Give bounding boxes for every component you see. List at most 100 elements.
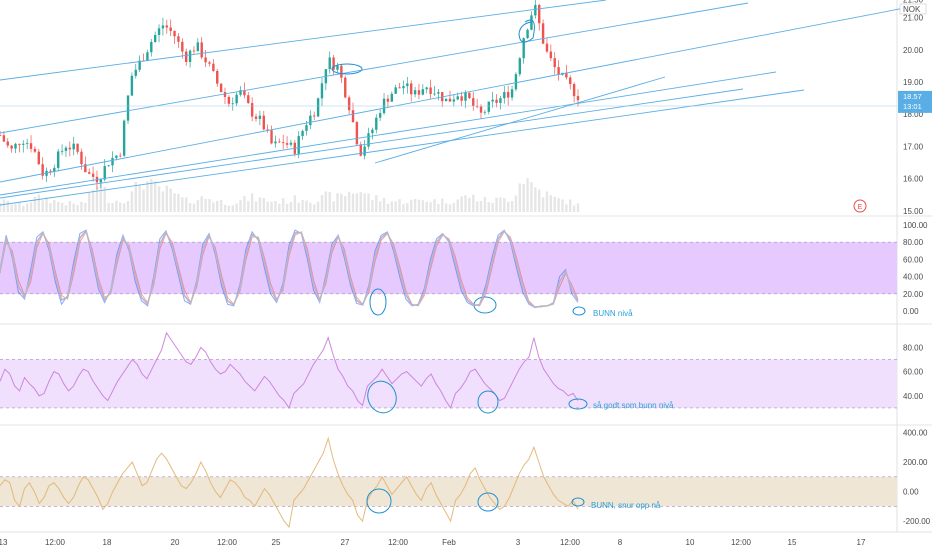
volume-bar xyxy=(270,201,273,212)
volume-bar xyxy=(29,202,33,212)
volume-bar xyxy=(227,205,231,212)
oscillator-2-pane[interactable] xyxy=(0,331,897,417)
volume-bar xyxy=(386,203,390,212)
last-price-label: 18.57 13:01 xyxy=(898,90,932,113)
candle-body xyxy=(506,92,510,98)
band-fill xyxy=(0,242,897,294)
candle-body xyxy=(417,90,421,95)
candle-body xyxy=(153,34,157,42)
candle-body xyxy=(53,167,56,172)
volume-bar xyxy=(243,196,246,212)
candle-body xyxy=(219,83,223,93)
pane-layer xyxy=(0,0,932,533)
candle-body xyxy=(390,93,393,102)
candle-body xyxy=(402,86,405,89)
candle-body xyxy=(181,41,184,52)
axis-tick-label: 20.00 xyxy=(903,290,924,299)
candle-body xyxy=(119,155,122,157)
volume-bar xyxy=(107,202,110,212)
candle-body xyxy=(18,143,21,145)
volume-bar xyxy=(499,197,502,212)
volume-bar xyxy=(417,199,421,212)
oscillator-1-pane[interactable] xyxy=(0,229,897,316)
axis-tick-label: 21.00 xyxy=(903,14,924,23)
candle-body xyxy=(460,96,463,101)
axis-tick-label: 16.00 xyxy=(903,175,924,184)
volume-bar xyxy=(161,191,165,212)
axis-tick-label: 80.00 xyxy=(903,238,924,247)
channel-line xyxy=(0,2,749,134)
volume-bar xyxy=(49,203,52,212)
candle-body xyxy=(6,141,9,146)
candle-body xyxy=(503,92,506,99)
volume-bar xyxy=(56,201,60,212)
volume-bar xyxy=(250,193,254,212)
volume-bar xyxy=(274,201,277,212)
axis-tick-label: 18.00 xyxy=(903,110,924,119)
candle-body xyxy=(122,120,126,156)
axis-tick-label: 100.00 xyxy=(903,221,928,230)
candle-body xyxy=(216,71,219,84)
earnings-marker[interactable]: E xyxy=(853,199,867,213)
candle-body xyxy=(344,77,347,98)
time-axis-label: 12:00 xyxy=(45,538,66,547)
volume-bar xyxy=(258,197,262,212)
candle-body xyxy=(510,89,514,98)
volume-bar xyxy=(565,204,568,212)
candle-body xyxy=(301,130,304,137)
channel-line xyxy=(0,89,805,206)
time-axis-label: Feb xyxy=(442,538,456,547)
candle-body xyxy=(281,142,285,144)
volume-bar xyxy=(45,197,48,212)
candle-body xyxy=(84,164,87,173)
candle-body xyxy=(328,57,331,70)
candle-body xyxy=(289,142,293,145)
candle-body xyxy=(49,170,52,172)
candle-body xyxy=(313,115,316,117)
volume-bar xyxy=(483,196,487,212)
volume-bar xyxy=(363,193,366,212)
volume-bar xyxy=(103,187,106,212)
candle-body xyxy=(394,87,397,94)
price-axis[interactable]: 21.00 20.00 19.00 18.00 17.00 16.00 15.00 100.0… xyxy=(903,0,931,526)
volume-bar xyxy=(95,186,99,212)
candle-body xyxy=(444,98,448,102)
circle-annotation xyxy=(477,390,499,414)
candle-body xyxy=(522,38,525,59)
volume-bar xyxy=(80,201,83,212)
volume-bar xyxy=(297,202,300,212)
circle-annotation xyxy=(367,380,397,414)
candle-body xyxy=(115,155,118,158)
candle-body xyxy=(359,144,362,156)
candle-body xyxy=(526,29,529,39)
volume-bar xyxy=(413,198,417,212)
channel-lines[interactable] xyxy=(0,0,921,206)
volume-bar xyxy=(538,189,541,212)
candle-body xyxy=(332,57,335,70)
candle-body xyxy=(398,87,401,89)
volume-bar xyxy=(177,193,180,212)
oscillator-3-pane[interactable] xyxy=(0,436,897,529)
candle-body xyxy=(239,90,242,95)
candle-body xyxy=(437,92,440,94)
volume-bar xyxy=(344,196,347,212)
candle-body xyxy=(336,65,339,70)
time-axis-label: 8 xyxy=(618,538,623,547)
candle-body xyxy=(103,166,106,180)
candle-body xyxy=(541,23,545,44)
circle-annotation xyxy=(477,492,499,512)
price-pane[interactable]: E xyxy=(0,0,921,213)
candle-body xyxy=(262,115,265,130)
channel-line xyxy=(0,0,607,81)
volume-bar xyxy=(138,185,141,212)
time-axis[interactable]: 13 12:00 18 20 12:00 25 27 12:00 Feb 3 12:00 8 10 12:… xyxy=(0,538,866,547)
volume-bar xyxy=(491,203,494,212)
volume-bar xyxy=(510,201,514,212)
axis-tick-label: 60.00 xyxy=(903,368,924,377)
time-axis-label: 10 xyxy=(686,538,695,547)
axis-tick-label: 60.00 xyxy=(903,255,924,264)
candle-body xyxy=(351,110,355,123)
volume-bar xyxy=(328,191,331,212)
volume-bar xyxy=(64,205,68,212)
